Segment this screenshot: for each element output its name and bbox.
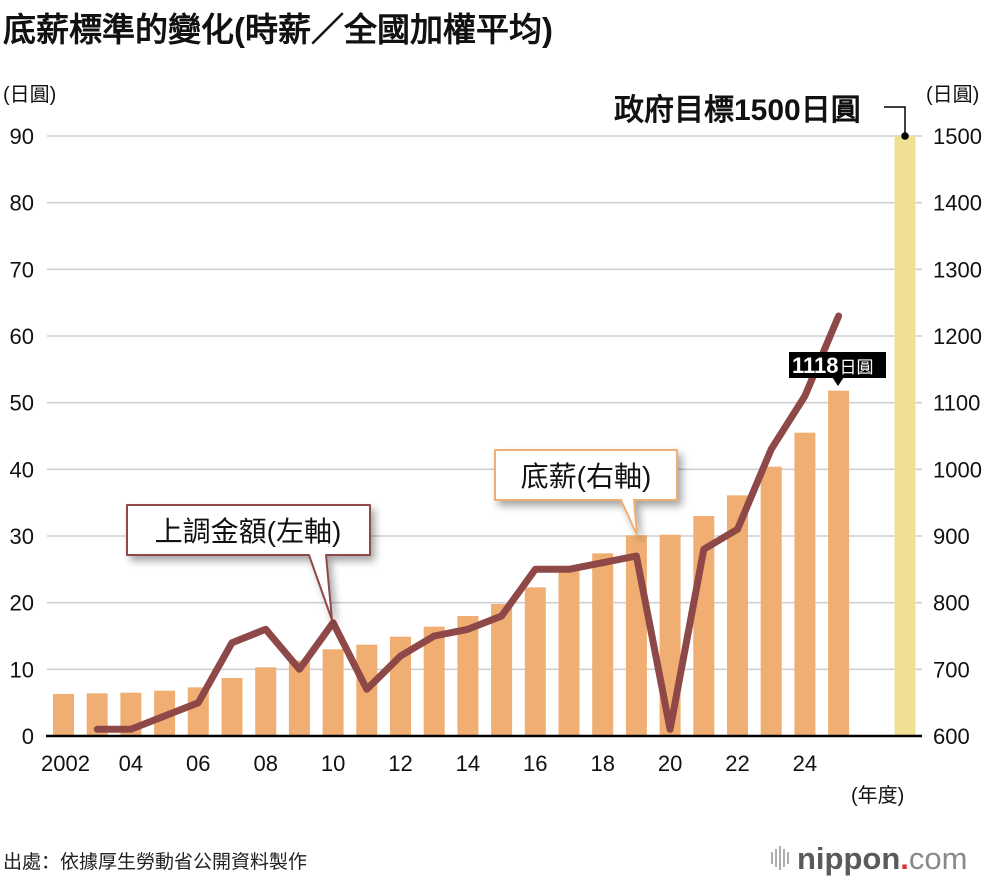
latest-value-pointer xyxy=(832,377,844,386)
right-tick-label: 800 xyxy=(933,591,970,616)
latest-value-number: 1118 xyxy=(792,353,839,378)
right-axis-ticks: 600 700 800 900 1000 1100 1200 1300 1400 1500 xyxy=(933,124,982,749)
x-axis-label: (年度) xyxy=(851,784,904,807)
line-callout-box xyxy=(126,504,371,621)
latest-value-unit: 日圓 xyxy=(840,358,874,377)
x-tick-label: 08 xyxy=(253,751,277,776)
target-connector xyxy=(884,106,906,136)
latest-value-box xyxy=(789,352,886,378)
line-series-callout xyxy=(126,504,371,621)
bar-2018 xyxy=(592,553,614,736)
right-tick-label: 1100 xyxy=(933,391,980,416)
left-axis-ticks: 0 10 20 30 40 50 60 70 80 90 xyxy=(10,124,34,749)
bar-series-callout xyxy=(494,449,678,536)
bar-2015 xyxy=(491,604,513,736)
target-marker xyxy=(901,132,909,140)
x-tick-label: 06 xyxy=(186,751,210,776)
bar-2007 xyxy=(221,678,243,736)
left-tick-label: 50 xyxy=(10,391,34,416)
left-tick-label: 10 xyxy=(10,657,34,682)
bar-2003 xyxy=(86,693,108,736)
left-tick-label: 60 xyxy=(10,324,34,349)
gridlines xyxy=(47,135,922,671)
right-tick-label: 1400 xyxy=(933,191,982,216)
bar-2016 xyxy=(524,587,546,736)
bar-2013 xyxy=(423,626,445,736)
left-tick-label: 40 xyxy=(10,457,34,482)
left-tick-label: 70 xyxy=(10,257,34,282)
right-axis-unit: (日圓) xyxy=(926,84,979,106)
increase-line-layer xyxy=(93,312,843,733)
bar-2025 xyxy=(828,390,850,736)
left-tick-label: 0 xyxy=(22,724,34,749)
x-tick-label: 14 xyxy=(456,751,480,776)
left-axis-unit: (日圓) xyxy=(3,84,56,106)
right-tick-label: 1500 xyxy=(933,124,982,149)
target-label: 政府目標1500日圓 xyxy=(614,93,861,127)
left-tick-label: 90 xyxy=(10,124,34,149)
source-note: 出處：依據厚生勞動省公開資料製作 xyxy=(3,851,307,873)
x-tick-label: 12 xyxy=(388,751,412,776)
bar-2010 xyxy=(322,649,344,736)
logo-tld: com xyxy=(909,841,968,876)
sound-wave-icon xyxy=(771,846,789,870)
x-tick-label: 18 xyxy=(590,751,614,776)
bar-callout-label: 底薪(右軸) xyxy=(521,461,652,492)
left-tick-label: 30 xyxy=(10,524,34,549)
right-tick-label: 1300 xyxy=(933,257,982,282)
chart-title: 底薪標準的變化(時薪／全國加權平均) xyxy=(3,11,553,48)
right-tick-label: 900 xyxy=(933,524,970,549)
bar-2023 xyxy=(760,466,782,736)
x-tick-label: 10 xyxy=(321,751,345,776)
bar-callout-box xyxy=(494,449,678,536)
logo-dot: . xyxy=(900,841,909,876)
bar-2009 xyxy=(288,660,310,736)
bar-2024 xyxy=(794,432,816,736)
latest-value-text: 1118日圓 xyxy=(792,353,874,378)
bar-2017 xyxy=(558,570,580,736)
bar-2002 xyxy=(53,694,74,736)
logo-text: nippon.com xyxy=(797,841,968,876)
x-axis-ticks: 2002 04 06 08 10 12 14 16 18 20 22 24 xyxy=(41,751,817,776)
latest-value-label: 1118日圓 xyxy=(789,352,886,386)
bar-2008 xyxy=(255,667,277,736)
nippon-logo: nippon.com xyxy=(771,841,968,876)
right-tick-label: 1200 xyxy=(933,324,982,349)
right-tick-label: 1000 xyxy=(933,457,982,482)
left-tick-label: 20 xyxy=(10,591,34,616)
x-tick-label: 04 xyxy=(119,751,143,776)
x-tick-label: 20 xyxy=(658,751,682,776)
x-tick-label: 2002 xyxy=(41,751,90,776)
x-tick-label: 16 xyxy=(523,751,547,776)
left-tick-label: 80 xyxy=(10,191,34,216)
right-tick-label: 700 xyxy=(933,657,970,682)
target-bar xyxy=(894,136,916,736)
bar-2014 xyxy=(457,616,479,736)
x-tick-label: 22 xyxy=(725,751,749,776)
right-tick-label: 600 xyxy=(933,724,970,749)
line-callout-label: 上調金額(左軸) xyxy=(155,516,342,547)
wage-bars xyxy=(53,390,850,736)
logo-main: nippon xyxy=(797,841,900,876)
bar-2022 xyxy=(727,495,748,736)
x-tick-label: 24 xyxy=(793,751,817,776)
